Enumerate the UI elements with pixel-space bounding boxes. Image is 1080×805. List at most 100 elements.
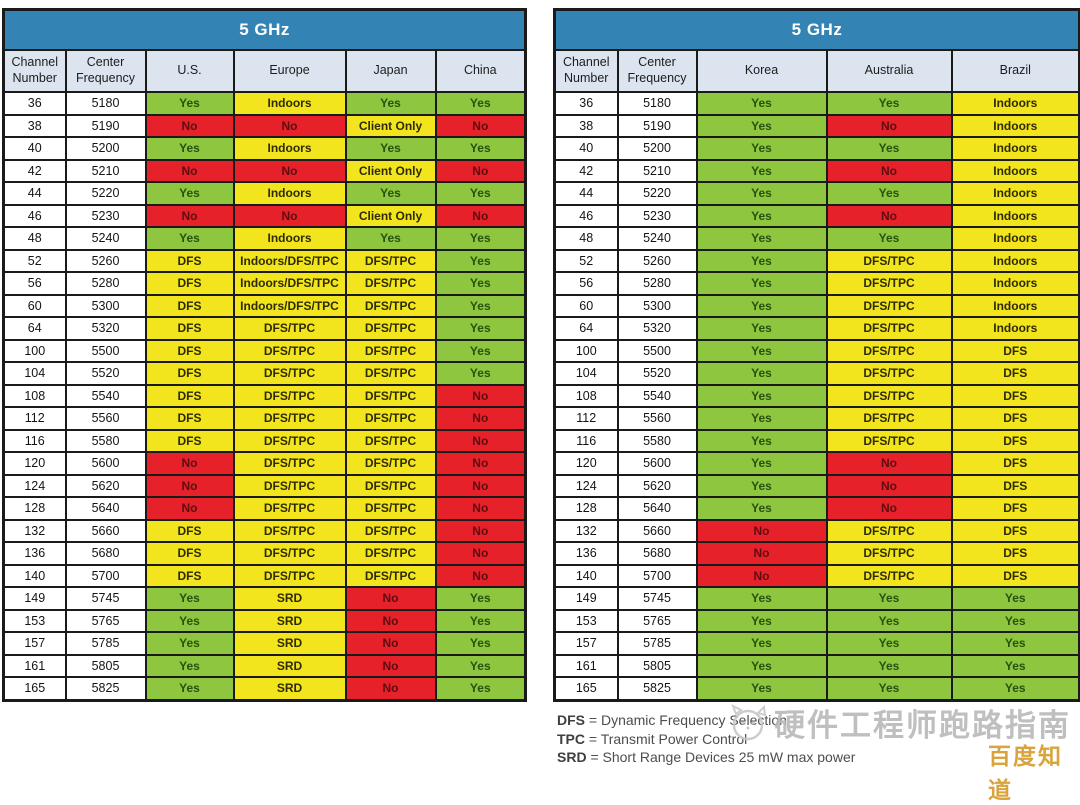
table-row: 157 5785 Yes Yes Yes — [553, 631, 1080, 656]
status-cell: Yes — [825, 653, 953, 678]
status-cell: DFS/TPC — [825, 271, 953, 296]
center-frequency-cell: 5765 — [64, 608, 147, 633]
status-cell: Yes — [950, 676, 1080, 701]
status-cell: Yes — [695, 226, 828, 251]
legend-line: SRD = Short Range Devices 25 mW max powe… — [557, 749, 856, 765]
status-cell: DFS/TPC — [825, 541, 953, 566]
status-cell: DFS — [950, 428, 1080, 453]
channel-number-cell: 165 — [2, 676, 67, 701]
status-cell: Yes — [434, 586, 527, 611]
status-cell: Yes — [434, 608, 527, 633]
channel-number-cell: 64 — [2, 316, 67, 341]
status-cell: Yes — [825, 631, 953, 656]
table-row: 153 5765 Yes Yes Yes — [553, 608, 1080, 633]
status-cell: No — [825, 113, 953, 138]
status-cell: Yes — [695, 203, 828, 228]
channel-number-cell: 104 — [2, 361, 67, 386]
legend-line: TPC = Transmit Power Control — [557, 730, 748, 747]
status-cell: Yes — [825, 608, 953, 633]
center-frequency-cell: 5700 — [64, 563, 147, 588]
status-cell: DFS/TPC — [344, 293, 437, 318]
center-frequency-cell: 5620 — [64, 473, 147, 498]
status-cell: Yes — [695, 136, 828, 161]
status-cell: DFS/TPC — [344, 541, 437, 566]
channel-number-cell: 116 — [553, 428, 619, 453]
channel-number-cell: 140 — [553, 563, 619, 588]
status-cell: DFS/TPC — [232, 473, 347, 498]
status-cell: No — [144, 473, 235, 498]
status-cell: Yes — [434, 293, 527, 318]
channel-number-cell: 136 — [2, 541, 67, 566]
status-cell: No — [695, 541, 828, 566]
status-cell: No — [434, 158, 527, 183]
status-cell: DFS/TPC — [344, 428, 437, 453]
status-cell: Yes — [950, 586, 1080, 611]
channel-number-cell: 48 — [2, 226, 67, 251]
status-cell: DFS/TPC — [344, 271, 437, 296]
status-cell: Indoors — [950, 158, 1080, 183]
column-header: Europe — [232, 49, 347, 93]
status-cell: DFS — [144, 293, 235, 318]
page-canvas: 5 GHz Channel Number Center Frequency U.S. E… — [2, 8, 1080, 803]
status-cell: DFS/TPC — [232, 361, 347, 386]
center-frequency-cell: 5200 — [64, 136, 147, 161]
center-frequency-cell: 5200 — [616, 136, 698, 161]
center-frequency-cell: 5620 — [616, 473, 698, 498]
center-frequency-cell: 5745 — [616, 586, 698, 611]
table-row: 48 5240 Yes Yes Indoors — [553, 226, 1080, 251]
band-title: 5 GHz — [2, 8, 527, 51]
channel-number-cell: 161 — [553, 653, 619, 678]
status-cell: Yes — [434, 136, 527, 161]
channel-number-cell: 56 — [2, 271, 67, 296]
channel-number-cell: 120 — [553, 451, 619, 476]
channel-number-cell: 149 — [553, 586, 619, 611]
channel-number-cell: 128 — [553, 496, 619, 521]
status-cell: No — [232, 113, 347, 138]
status-cell: Yes — [695, 608, 828, 633]
baidu-zhidao-badge: 百度知道 — [988, 743, 1063, 803]
status-cell: No — [825, 203, 953, 228]
center-frequency-cell: 5660 — [616, 518, 698, 543]
status-cell: Yes — [344, 181, 437, 206]
status-cell: Yes — [434, 316, 527, 341]
center-frequency-cell: 5600 — [64, 451, 147, 476]
status-cell: Yes — [695, 158, 828, 183]
center-frequency-cell: 5580 — [616, 428, 698, 453]
status-cell: DFS — [144, 361, 235, 386]
center-frequency-cell: 5745 — [64, 586, 147, 611]
status-cell: DFS/TPC — [344, 361, 437, 386]
channel-number-cell: 48 — [553, 226, 619, 251]
channel-number-cell: 36 — [2, 91, 67, 116]
table-row: 128 5640 No DFS/TPC DFS/TPC No — [2, 496, 527, 521]
center-frequency-cell: 5220 — [64, 181, 147, 206]
table-row: 108 5540 Yes DFS/TPC DFS — [553, 383, 1080, 408]
channel-number-cell: 60 — [553, 293, 619, 318]
status-cell: Client Only — [344, 113, 437, 138]
channel-number-cell: 104 — [553, 361, 619, 386]
table-row: 56 5280 DFS Indoors/DFS/TPC DFS/TPC Yes — [2, 271, 527, 296]
status-cell: Indoors — [232, 91, 347, 116]
status-cell: DFS — [950, 451, 1080, 476]
status-cell: SRD — [232, 653, 347, 678]
column-header: U.S. — [144, 49, 235, 93]
channel-number-cell: 132 — [553, 518, 619, 543]
status-cell: Yes — [434, 653, 527, 678]
status-cell: Yes — [695, 676, 828, 701]
center-frequency-cell: 5240 — [64, 226, 147, 251]
status-cell: Yes — [695, 293, 828, 318]
status-cell: DFS/TPC — [232, 316, 347, 341]
center-frequency-cell: 5210 — [616, 158, 698, 183]
table-row: 42 5210 No No Client Only No — [2, 158, 527, 183]
status-cell: Indoors — [950, 316, 1080, 341]
status-cell: No — [434, 473, 527, 498]
status-cell: Yes — [144, 608, 235, 633]
center-frequency-cell: 5640 — [64, 496, 147, 521]
center-frequency-cell: 5240 — [616, 226, 698, 251]
status-cell: DFS/TPC — [344, 383, 437, 408]
center-frequency-cell: 5560 — [616, 406, 698, 431]
table-row: 42 5210 Yes No Indoors — [553, 158, 1080, 183]
status-cell: DFS — [950, 383, 1080, 408]
status-cell: No — [434, 383, 527, 408]
center-frequency-cell: 5805 — [64, 653, 147, 678]
status-cell: Indoors — [950, 91, 1080, 116]
